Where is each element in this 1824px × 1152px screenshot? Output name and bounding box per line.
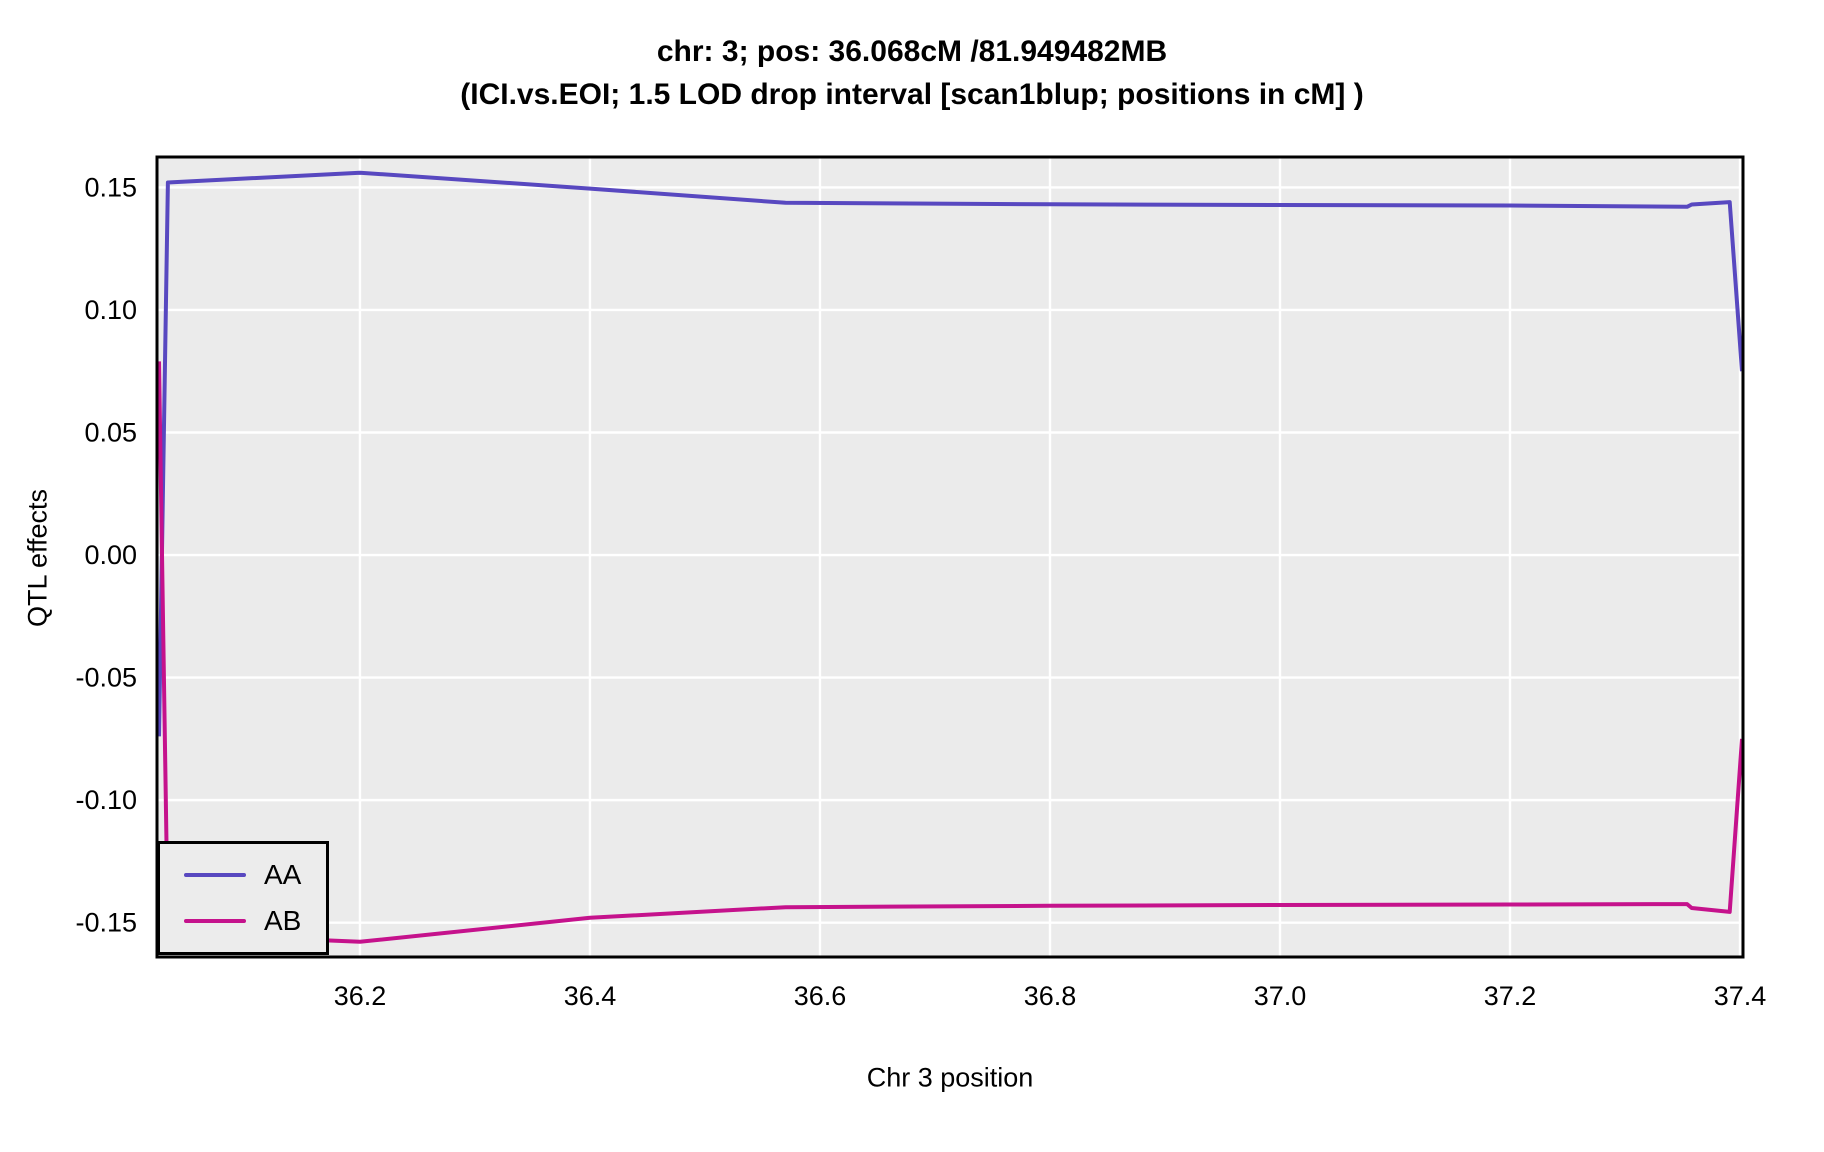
y-tick-label: -0.10 xyxy=(75,785,137,815)
legend-entry-aa: AA xyxy=(184,859,326,891)
legend-line-swatch-aa xyxy=(184,873,246,877)
legend-label-ab: AB xyxy=(264,905,302,936)
x-axis-title: Chr 3 position xyxy=(866,1062,1034,1093)
legend: AA AB xyxy=(157,841,329,955)
chart-title-line2: (ICI.vs.EOI; 1.5 LOD drop interval [scan… xyxy=(460,78,1364,111)
panel-border xyxy=(155,155,1745,959)
y-tick-label: 0.10 xyxy=(84,295,137,325)
legend-line-swatch-ab xyxy=(184,919,246,923)
x-tick-label: 36.2 xyxy=(334,981,387,1011)
x-tick-label: 37.4 xyxy=(1714,981,1767,1011)
legend-entry-ab: AB xyxy=(184,905,326,937)
x-tick-label: 36.6 xyxy=(794,981,847,1011)
y-tick-label: -0.15 xyxy=(75,908,137,938)
y-tick-label: 0.05 xyxy=(84,417,137,447)
series-line-AA xyxy=(157,170,1744,737)
chart-title: chr: 3; pos: 36.068cM /81.949482MB (ICI.… xyxy=(0,30,1824,116)
x-tick-label: 37.2 xyxy=(1484,981,1537,1011)
y-tick-label: -0.05 xyxy=(75,663,137,693)
legend-label-aa: AA xyxy=(264,859,302,890)
y-tick-label: 0.15 xyxy=(84,172,137,202)
x-tick-label: 36.8 xyxy=(1024,981,1077,1011)
y-axis-title: QTL effects xyxy=(22,488,53,628)
x-tick-label: 36.4 xyxy=(564,981,617,1011)
chart-title-line1: chr: 3; pos: 36.068cM /81.949482MB xyxy=(656,35,1168,68)
y-tick-label: 0.00 xyxy=(84,540,137,570)
panel-background xyxy=(157,157,1743,957)
x-tick-label: 37.0 xyxy=(1254,981,1307,1011)
